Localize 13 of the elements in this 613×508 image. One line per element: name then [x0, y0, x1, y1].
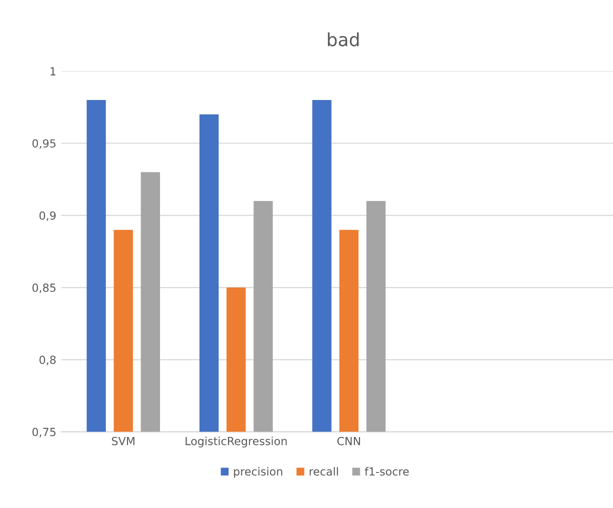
chart-title: bad [328, 32, 359, 46]
y-tick-label: 0,9 [40, 211, 56, 221]
x-tick-label: CNN [337, 436, 360, 446]
y-tick-label: 0,85 [32, 284, 56, 294]
y-tick-label: 0,95 [32, 139, 56, 149]
legend-label: recall [310, 467, 338, 476]
y-tick-label: 0,8 [40, 356, 56, 366]
legend-label: precision [234, 467, 282, 478]
legend-label: f1-socre [364, 467, 409, 476]
x-tick-label: LogisticRegression [186, 436, 287, 448]
y-tick-label: 0,75 [32, 428, 56, 438]
y-tick-label: 1 [50, 67, 56, 76]
x-tick-label: SVM [112, 436, 134, 446]
